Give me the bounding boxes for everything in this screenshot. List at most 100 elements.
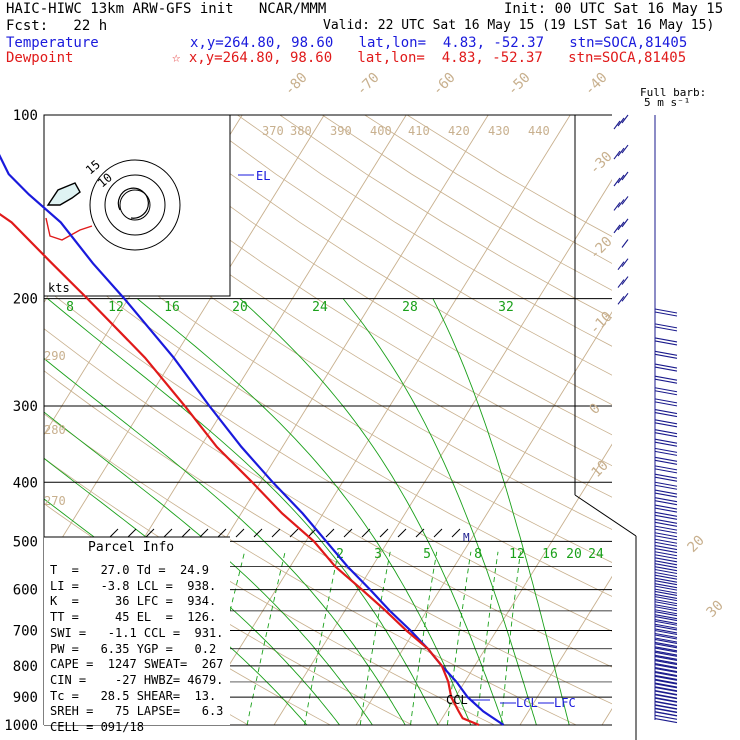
pressure-tick-label: 300 <box>13 399 38 415</box>
temperature-info: x,y=264.80, 98.60 lat,lon= 4.83, -52.37 … <box>190 35 688 51</box>
wind-barb-flag <box>654 465 678 471</box>
wind-barb-flag <box>654 588 678 594</box>
dry-adiabat-line <box>194 115 612 376</box>
wind-barb-flag <box>654 340 678 346</box>
dry-adiabat-line <box>44 286 612 632</box>
theta-label: 430 <box>488 124 510 138</box>
mixing-ratio-label: 16 <box>542 547 558 562</box>
wind-barb-flag <box>654 514 678 520</box>
wind-barb-flag <box>654 419 678 425</box>
dry-adiabat-line <box>44 328 612 668</box>
theta-label: 380 <box>290 124 312 138</box>
wind-barb-flag <box>654 714 678 720</box>
valid-time: Valid: 22 UTC Sat 16 May 15 (19 LST Sat … <box>323 18 715 33</box>
wind-barb-flag <box>654 667 678 674</box>
wind-barb-flag <box>621 218 629 228</box>
wind-barb-flag <box>654 441 678 447</box>
dry-adiabat-line <box>44 413 578 725</box>
wind-barb-flag <box>654 504 678 510</box>
wind-barb-flag <box>654 497 678 503</box>
mixing-ratio-label: 8 <box>474 547 482 562</box>
wind-barb-flag <box>654 664 678 670</box>
pressure-tick-label: 900 <box>13 690 38 706</box>
isotherm-label: -70 <box>354 70 383 99</box>
wind-barb-flag <box>654 718 678 724</box>
wind-barb-flag <box>617 221 625 231</box>
wind-barb-flag <box>613 202 621 211</box>
wind-barb-flag <box>654 450 678 456</box>
wind-barb-flag <box>654 686 678 692</box>
moist-adiabat-line <box>432 298 570 725</box>
wind-barb-flag <box>654 326 678 332</box>
wind-barb-flag <box>613 120 621 130</box>
wind-barb-flag <box>654 528 678 534</box>
wind-barb-flag <box>654 563 678 569</box>
wind-barb-flag <box>617 295 625 305</box>
wind-barb-flag <box>654 615 678 622</box>
pressure-tick-label: 600 <box>13 583 38 599</box>
hodograph-units-label: kts <box>48 281 70 295</box>
wind-barb-flag <box>621 114 629 124</box>
wind-barb-flag <box>654 429 678 435</box>
isotherm-label: -80 <box>282 70 311 99</box>
wind-barb-flag <box>654 690 678 696</box>
pressure-tick-label: 700 <box>13 624 38 640</box>
hatch-mark <box>181 528 191 538</box>
wind-barb-flag <box>654 686 678 693</box>
dry-adiabat-line <box>44 207 612 563</box>
dry-adiabat-line <box>279 115 612 319</box>
wind-barb-flag <box>654 311 678 317</box>
wind-barb-flag <box>654 468 678 474</box>
wind-barb-flag <box>654 651 678 657</box>
wind-barb-flag <box>654 625 678 631</box>
hodograph-ring <box>89 159 181 251</box>
hatch-mark <box>271 528 281 538</box>
wind-barb-flag <box>654 353 678 359</box>
wind-barb-flag <box>654 683 678 689</box>
wind-barb-flag <box>654 401 678 407</box>
parcel-info-box <box>44 537 230 725</box>
init-time: Init: 00 UTC Sat 16 May 15 <box>504 1 724 17</box>
wind-barb-flag <box>613 177 621 187</box>
wind-barb-flag <box>654 629 678 636</box>
wind-barb-flag <box>654 375 678 381</box>
wind-barb-flag <box>654 571 678 578</box>
parcel-info-row: PW = 6.35 YGP = 0.2 <box>50 641 217 656</box>
wind-barb-flag <box>621 258 629 268</box>
theta-label: 280 <box>44 423 66 437</box>
wind-barb-flag <box>654 560 678 566</box>
lfc-marker-label: LFC <box>554 696 576 710</box>
barb-key-units: 5 m s⁻¹ <box>644 96 691 109</box>
wind-barb-flag <box>654 554 678 560</box>
pressure-tick-label: 500 <box>13 534 38 550</box>
isotherm-label: -40 <box>582 70 611 99</box>
wind-barb-flag <box>654 308 678 314</box>
wind-barb-flag <box>654 387 678 393</box>
moist-adiabat-label: 28 <box>402 300 418 315</box>
wind-barb-flag <box>654 507 678 513</box>
theta-label: 440 <box>528 124 550 138</box>
parcel-info-row: CIN = -27 HWBZ= 4679. <box>50 672 224 687</box>
mixing-ratio-line <box>246 551 286 725</box>
hatch-mark <box>325 528 335 538</box>
wind-barb-flag <box>654 604 678 610</box>
wind-barb-flag <box>617 147 625 157</box>
wind-barb-flag <box>654 438 678 444</box>
wind-barb-flag <box>613 224 621 234</box>
hatch-mark <box>253 528 263 538</box>
wind-barb-flag <box>617 279 625 288</box>
mixing-ratio-label: 5 <box>423 547 431 562</box>
dry-adiabat-line <box>322 115 612 291</box>
wind-barb-flag <box>654 577 678 583</box>
ccl-marker-label: CCL <box>446 693 468 707</box>
parcel-info-row: T = 27.0 Td = 24.9 <box>50 563 209 577</box>
wind-barb-flag <box>654 623 678 629</box>
wind-barb-flag <box>654 711 678 717</box>
wind-barb-flag <box>654 545 678 551</box>
hodograph-trace <box>45 217 93 241</box>
isotherm-label: -50 <box>505 70 534 99</box>
plot-frame <box>574 494 637 537</box>
dry-adiabat-line <box>44 370 612 705</box>
mixing-ratio-label: 24 <box>588 547 604 562</box>
wind-barb-flag <box>654 432 678 438</box>
